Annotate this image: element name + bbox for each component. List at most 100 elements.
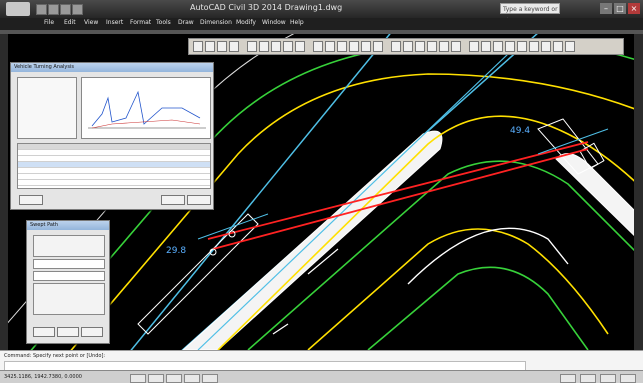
dialog-button[interactable] bbox=[81, 327, 103, 337]
island-right bbox=[555, 153, 634, 237]
toolbar-tool-icon[interactable] bbox=[247, 41, 257, 52]
menu-dimension[interactable]: Dimension bbox=[200, 19, 232, 26]
toolbar-tool-icon[interactable] bbox=[451, 41, 461, 52]
save-icon[interactable] bbox=[60, 4, 71, 15]
wheel-marker-2 bbox=[209, 248, 217, 256]
menu-format[interactable]: Format bbox=[130, 19, 152, 26]
toolbar-tool-icon[interactable] bbox=[415, 41, 425, 52]
toolbar-tool-icon[interactable] bbox=[505, 41, 515, 52]
toolbar-tool-icon[interactable] bbox=[391, 41, 401, 52]
menu-draw[interactable]: Draw bbox=[178, 19, 194, 26]
close-button[interactable]: × bbox=[628, 3, 640, 14]
toolbar-tool-icon[interactable] bbox=[217, 41, 227, 52]
toolbar-tool-icon[interactable] bbox=[313, 41, 323, 52]
toolbar-tool-icon[interactable] bbox=[373, 41, 383, 52]
dialog-title[interactable]: Vehicle Turning Analysis bbox=[11, 63, 213, 72]
minimize-button[interactable]: – bbox=[600, 3, 612, 14]
osnap-toggle[interactable] bbox=[202, 374, 218, 383]
speed-field[interactable] bbox=[33, 271, 105, 281]
new-icon[interactable] bbox=[36, 4, 47, 15]
toolbar-tool-icon[interactable] bbox=[193, 41, 203, 52]
menu-edit[interactable]: Edit bbox=[64, 19, 76, 26]
toolbar-tool-icon[interactable] bbox=[349, 41, 359, 52]
coordinates-readout: 3425.1186, 1942.7380, 0.0000 bbox=[4, 374, 82, 380]
menu-view[interactable]: View bbox=[84, 19, 99, 26]
layout-tab[interactable] bbox=[580, 374, 596, 383]
toolbar-tool-icon[interactable] bbox=[205, 41, 215, 52]
dialog-button[interactable] bbox=[161, 195, 185, 205]
drawing-svg bbox=[8, 34, 634, 350]
menu-window[interactable]: Window bbox=[262, 19, 286, 26]
profile-chart-panel bbox=[81, 77, 211, 139]
toolbar-tool-icon[interactable] bbox=[337, 41, 347, 52]
toolbar-tool-icon[interactable] bbox=[295, 41, 305, 52]
toolbar-tool-icon[interactable] bbox=[565, 41, 575, 52]
table-row[interactable] bbox=[18, 180, 210, 186]
toolbar-tool-icon[interactable] bbox=[529, 41, 539, 52]
application-menu-button[interactable] bbox=[6, 2, 30, 16]
table-row[interactable] bbox=[18, 168, 210, 174]
search-input[interactable]: Type a keyword or phrase bbox=[500, 3, 560, 24]
wheel-marker-1 bbox=[228, 230, 236, 238]
toolbar-tool-icon[interactable] bbox=[259, 41, 269, 52]
swept-path-dialog: Swept Path bbox=[26, 220, 110, 344]
vehicle-field[interactable] bbox=[33, 259, 105, 269]
grid-toggle[interactable] bbox=[148, 374, 164, 383]
open-icon[interactable] bbox=[48, 4, 59, 15]
toolbar-tool-icon[interactable] bbox=[493, 41, 503, 52]
menu-file[interactable]: File bbox=[44, 19, 55, 26]
polar-toggle[interactable] bbox=[184, 374, 200, 383]
toolbar-tool-icon[interactable] bbox=[271, 41, 281, 52]
toolbar-tool-icon[interactable] bbox=[469, 41, 479, 52]
toolbar-tool-icon[interactable] bbox=[481, 41, 491, 52]
command-line: Command: Specify next point or [Undo]: bbox=[0, 350, 643, 371]
toolbar-separator bbox=[385, 41, 389, 52]
options-panel bbox=[17, 77, 77, 139]
path-line-1 bbox=[207, 141, 589, 240]
toolbar-tool-icon[interactable] bbox=[229, 41, 239, 52]
status-bar: 3425.1186, 1942.7380, 0.0000 bbox=[0, 370, 643, 383]
lane-line-1 bbox=[130, 34, 391, 350]
dialog-title[interactable]: Swept Path bbox=[27, 221, 109, 230]
toolbar-tool-icon[interactable] bbox=[427, 41, 437, 52]
vehicle-right-box bbox=[579, 142, 605, 170]
toolbar-tool-icon[interactable] bbox=[361, 41, 371, 52]
snap-toggle[interactable] bbox=[130, 374, 146, 383]
toolbar-tool-icon[interactable] bbox=[553, 41, 563, 52]
maximize-button[interactable]: □ bbox=[614, 3, 626, 14]
dialog-button[interactable] bbox=[187, 195, 211, 205]
dialog-button[interactable] bbox=[33, 327, 55, 337]
toolbar-tool-icon[interactable] bbox=[541, 41, 551, 52]
undo-icon[interactable] bbox=[72, 4, 83, 15]
title-bar: AutoCAD Civil 3D 2014 Drawing1.dwg Type … bbox=[0, 0, 643, 24]
menu-help[interactable]: Help bbox=[290, 19, 304, 26]
menu-modify[interactable]: Modify bbox=[236, 19, 256, 26]
toolbar-tool-icon[interactable] bbox=[283, 41, 293, 52]
analysis-dialog: Vehicle Turning Analysis bbox=[10, 62, 214, 210]
toolbar-separator bbox=[463, 41, 467, 52]
vehicle-preview bbox=[33, 235, 105, 257]
settings-icon[interactable] bbox=[620, 374, 636, 383]
lane-line-5 bbox=[537, 128, 609, 155]
toolbar-tool-icon[interactable] bbox=[517, 41, 527, 52]
toolbar-tool-icon[interactable] bbox=[325, 41, 335, 52]
zoom-icon[interactable] bbox=[600, 374, 616, 383]
dialog-button[interactable] bbox=[57, 327, 79, 337]
table-row[interactable] bbox=[18, 162, 210, 168]
table-row[interactable] bbox=[18, 150, 210, 156]
toolbar-tool-icon[interactable] bbox=[403, 41, 413, 52]
dialog-button[interactable] bbox=[19, 195, 43, 205]
results-table[interactable] bbox=[17, 143, 211, 189]
menu-insert[interactable]: Insert bbox=[106, 19, 124, 26]
menu-tools[interactable]: Tools bbox=[156, 19, 171, 26]
dimension-left-label: 29.8 bbox=[166, 246, 187, 256]
profile-graph-line-2 bbox=[91, 119, 201, 129]
table-row[interactable] bbox=[18, 174, 210, 180]
ortho-toggle[interactable] bbox=[166, 374, 182, 383]
model-tab[interactable] bbox=[560, 374, 576, 383]
options-group bbox=[33, 283, 105, 315]
white-curve bbox=[407, 227, 569, 285]
lane-line-4 bbox=[197, 213, 269, 240]
toolbar-tool-icon[interactable] bbox=[439, 41, 449, 52]
table-row[interactable] bbox=[18, 156, 210, 162]
